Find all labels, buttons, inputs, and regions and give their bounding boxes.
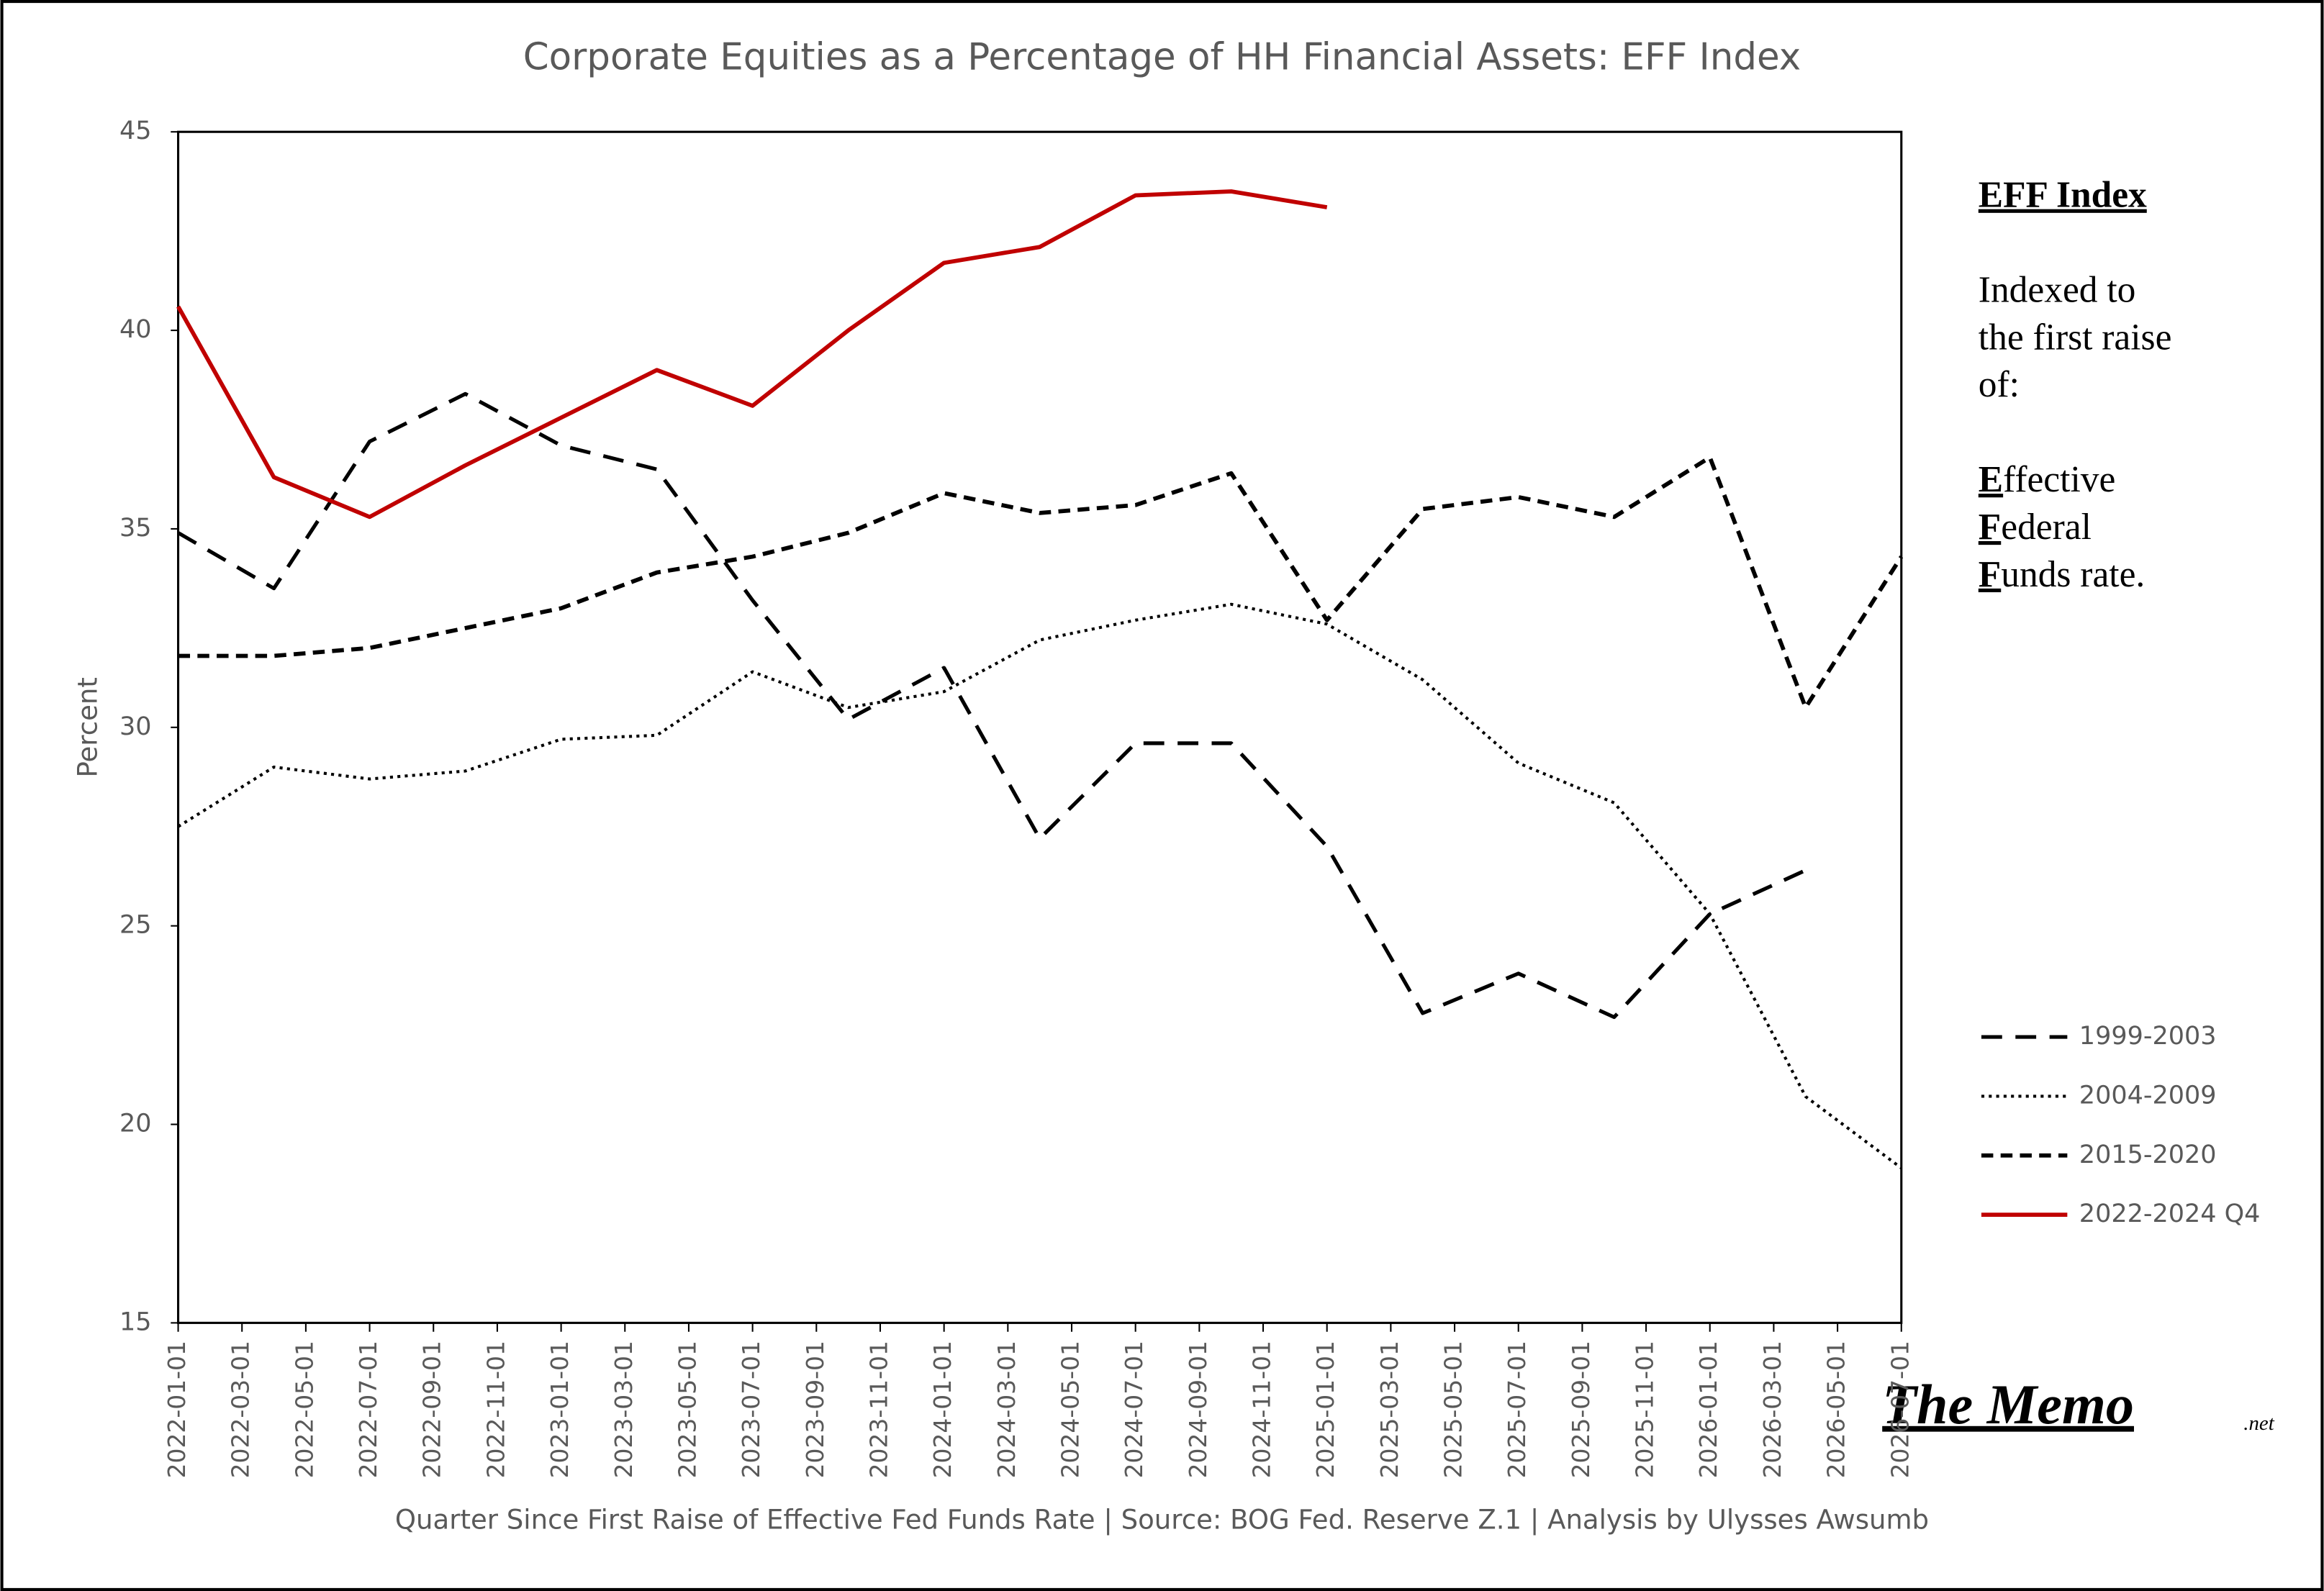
legend-label: 2004-2009 bbox=[2079, 1081, 2217, 1110]
x-tick-label: 2022-05-01 bbox=[290, 1341, 318, 1478]
side-text: the first raise bbox=[1979, 317, 2172, 358]
x-tick-label: 2022-11-01 bbox=[481, 1341, 510, 1478]
x-tick-label: 2022-07-01 bbox=[354, 1341, 382, 1478]
series-line bbox=[177, 391, 1807, 1020]
x-tick-label: 2023-03-01 bbox=[610, 1341, 638, 1478]
y-tick-label: 40 bbox=[119, 315, 152, 344]
side-term: Funds rate. bbox=[1979, 554, 2145, 595]
x-tick-label: 2023-07-01 bbox=[737, 1341, 765, 1478]
series-line bbox=[178, 455, 1904, 710]
side-term: Federal bbox=[1979, 507, 2092, 548]
x-tick-label: 2023-11-01 bbox=[864, 1341, 892, 1478]
x-tick-label: 2025-05-01 bbox=[1439, 1341, 1468, 1478]
x-tick-label: 2022-03-01 bbox=[227, 1341, 255, 1478]
side-text: of: bbox=[1979, 364, 2020, 405]
y-tick-label: 35 bbox=[119, 514, 152, 543]
y-tick-label: 45 bbox=[119, 117, 152, 145]
x-tick-label: 2026-03-01 bbox=[1758, 1341, 1786, 1478]
x-tick-label: 2025-09-01 bbox=[1567, 1341, 1595, 1478]
x-tick-label: 2026-01-01 bbox=[1694, 1341, 1722, 1478]
x-tick-label: 2024-11-01 bbox=[1248, 1341, 1276, 1478]
x-tick-label: 2025-11-01 bbox=[1631, 1341, 1659, 1478]
x-tick-label: 2022-01-01 bbox=[163, 1341, 191, 1478]
logo-suffix: .net bbox=[2243, 1412, 2274, 1435]
y-tick-label: 15 bbox=[119, 1307, 152, 1336]
y-tick-label: 25 bbox=[119, 911, 152, 940]
x-tick-label: 2023-09-01 bbox=[801, 1341, 829, 1478]
x-tick-label: 2023-05-01 bbox=[673, 1341, 701, 1478]
logo: The Memo bbox=[1882, 1373, 2134, 1436]
x-tick-label: 2025-07-01 bbox=[1503, 1341, 1531, 1478]
x-tick-label: 2024-09-01 bbox=[1184, 1341, 1212, 1478]
x-tick-label: 2024-01-01 bbox=[928, 1341, 957, 1478]
series-line bbox=[176, 189, 1328, 520]
x-tick-label: 2024-05-01 bbox=[1056, 1341, 1084, 1478]
side-text: Indexed to bbox=[1979, 269, 2136, 310]
x-tick-label: 2024-03-01 bbox=[993, 1341, 1021, 1478]
y-tick-label: 30 bbox=[119, 712, 152, 741]
x-tick-label: 2024-07-01 bbox=[1120, 1341, 1148, 1478]
chart-title: Corporate Equities as a Percentage of HH… bbox=[523, 35, 1801, 78]
x-axis-label: Quarter Since First Raise of Effective F… bbox=[395, 1505, 1929, 1536]
x-tick-label: 2026-07-01 bbox=[1886, 1341, 1914, 1478]
side-title: EFF Index bbox=[1979, 175, 2147, 216]
x-tick-label: 2023-01-01 bbox=[546, 1341, 574, 1478]
series-line bbox=[177, 602, 1903, 1169]
y-tick-label: 20 bbox=[119, 1110, 152, 1138]
side-term: Effective bbox=[1979, 459, 2116, 500]
x-tick-label: 2025-01-01 bbox=[1311, 1341, 1339, 1478]
legend-label: 1999-2003 bbox=[2079, 1022, 2217, 1051]
y-axis-label: Percent bbox=[73, 677, 104, 777]
x-tick-label: 2022-09-01 bbox=[418, 1341, 446, 1478]
x-tick-label: 2025-03-01 bbox=[1375, 1341, 1403, 1478]
x-tick-label: 2026-05-01 bbox=[1822, 1341, 1850, 1478]
legend-label: 2015-2020 bbox=[2079, 1141, 2217, 1169]
legend-label: 2022-2024 Q4 bbox=[2079, 1200, 2261, 1228]
